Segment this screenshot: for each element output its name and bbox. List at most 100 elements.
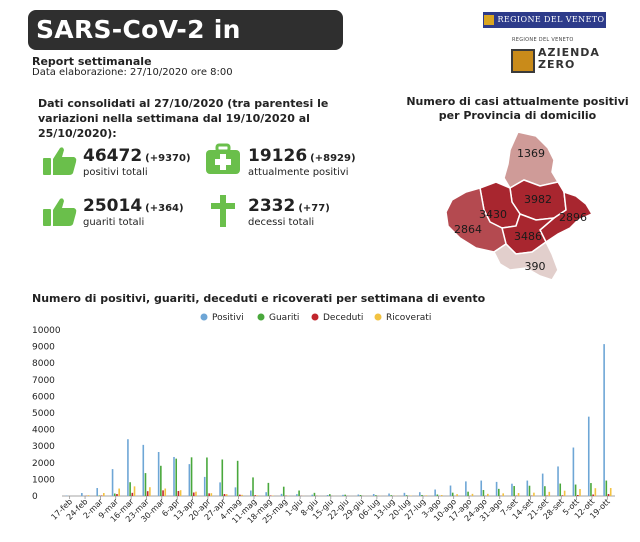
bar — [203, 476, 206, 496]
thumbs-up-icon — [43, 198, 77, 226]
stat-value: 19126 — [248, 146, 308, 166]
bar — [495, 481, 498, 496]
bar — [375, 495, 377, 496]
bar — [425, 495, 428, 496]
bar — [434, 489, 436, 496]
y-tick-label: 1000 — [32, 475, 55, 485]
bar — [223, 494, 226, 496]
bar — [206, 457, 208, 496]
bar — [451, 492, 454, 496]
bar — [526, 480, 529, 496]
bar — [142, 444, 145, 496]
legend-label: Deceduti — [323, 313, 363, 323]
stat-value: 25014 — [83, 196, 143, 216]
y-tick-label: 10000 — [32, 326, 61, 336]
province-value-label: 2864 — [454, 223, 482, 236]
region-logo-label: REGIONE DEL VENETO — [497, 15, 605, 24]
bar — [436, 494, 439, 496]
stat-label: decessi totali — [248, 217, 315, 228]
bar — [559, 483, 562, 496]
stat-label: positivi totali — [83, 167, 148, 178]
bar — [311, 494, 314, 496]
elaboration-date: Data elaborazione: 27/10/2020 ore 8:00 — [32, 67, 233, 78]
bar — [513, 486, 515, 496]
bar — [256, 495, 259, 496]
province-belluno — [503, 131, 560, 190]
bar — [179, 490, 182, 496]
bar — [133, 486, 136, 496]
bar — [296, 494, 298, 496]
bar — [190, 457, 193, 496]
azienda-name: AZIENDA — [538, 46, 600, 59]
bar — [234, 487, 237, 496]
stat-delta: (+364) — [145, 203, 184, 214]
bar — [265, 492, 267, 496]
province-value-label: 390 — [525, 260, 546, 273]
bar — [418, 492, 421, 496]
bar — [329, 494, 331, 496]
province-value-label: 3486 — [514, 230, 542, 243]
y-tick-label: 2000 — [32, 459, 55, 469]
province-value-label: 1369 — [517, 147, 545, 160]
bar — [403, 492, 406, 496]
bar — [511, 483, 513, 496]
bar — [587, 416, 590, 496]
bar — [118, 488, 120, 496]
stat-label: guariti totali — [83, 217, 145, 228]
bar — [113, 493, 116, 496]
bar — [326, 495, 329, 496]
bar — [497, 488, 500, 496]
bar — [541, 473, 544, 496]
y-tick-label: 8000 — [32, 359, 55, 369]
chart-title: Numero di positivi, guariti, deceduti e … — [32, 292, 486, 305]
bar — [603, 344, 605, 496]
province-value-label: 3982 — [524, 193, 552, 206]
first-aid-kit-icon — [206, 143, 240, 174]
bar — [609, 488, 612, 496]
legend-label: Ricoverati — [386, 313, 431, 323]
stat-delta: (+9370) — [145, 153, 191, 164]
bar — [592, 494, 594, 496]
province-value-label: 3430 — [479, 208, 507, 221]
summary-intro: Dati consolidati al 27/10/2020 (tra pare… — [38, 97, 329, 140]
cross-icon — [211, 195, 235, 227]
regione-veneto-logo: REGIONE DEL VENETO — [483, 12, 606, 28]
bar — [576, 495, 579, 496]
bar — [129, 482, 131, 496]
bar — [241, 494, 243, 496]
stat-delta: (+77) — [298, 203, 330, 214]
province-value-label: 2896 — [559, 211, 587, 224]
bar — [594, 488, 597, 496]
y-tick-label: 6000 — [32, 392, 55, 402]
legend-marker — [311, 313, 319, 321]
bar — [131, 492, 134, 496]
province-rovigo — [493, 240, 559, 281]
bar — [254, 495, 257, 496]
bar — [313, 492, 316, 496]
bar — [544, 486, 546, 496]
y-tick-label: 5000 — [32, 409, 55, 419]
bar — [467, 491, 469, 496]
stat-decessi-totali: 2332 (+77) decessi totali — [248, 196, 330, 228]
legend-marker — [257, 313, 265, 321]
lion-emblem-icon — [484, 15, 495, 25]
legend-label: Positivi — [212, 313, 244, 323]
bar — [607, 494, 610, 496]
azienda-caption: REGIONE DEL VENETO — [512, 37, 574, 43]
bar — [219, 482, 221, 496]
weekly-events-bar-chart: Positivi Guariti Deceduti Ricoverati 0 1000 20… — [32, 313, 615, 525]
stat-guariti-totali: 25014 (+364) guariti totali — [83, 196, 184, 228]
y-tick-label: 9000 — [32, 343, 55, 353]
bar — [111, 469, 114, 496]
bar — [250, 490, 252, 496]
map-title: Numero di casi attualmente positivi per … — [406, 95, 629, 122]
bar — [405, 495, 408, 496]
bar — [456, 494, 458, 496]
bar — [372, 494, 375, 496]
bar — [298, 490, 300, 496]
bar — [195, 491, 197, 496]
bar — [208, 493, 210, 496]
bar — [225, 494, 228, 496]
bar — [188, 464, 191, 496]
bar — [116, 494, 118, 496]
